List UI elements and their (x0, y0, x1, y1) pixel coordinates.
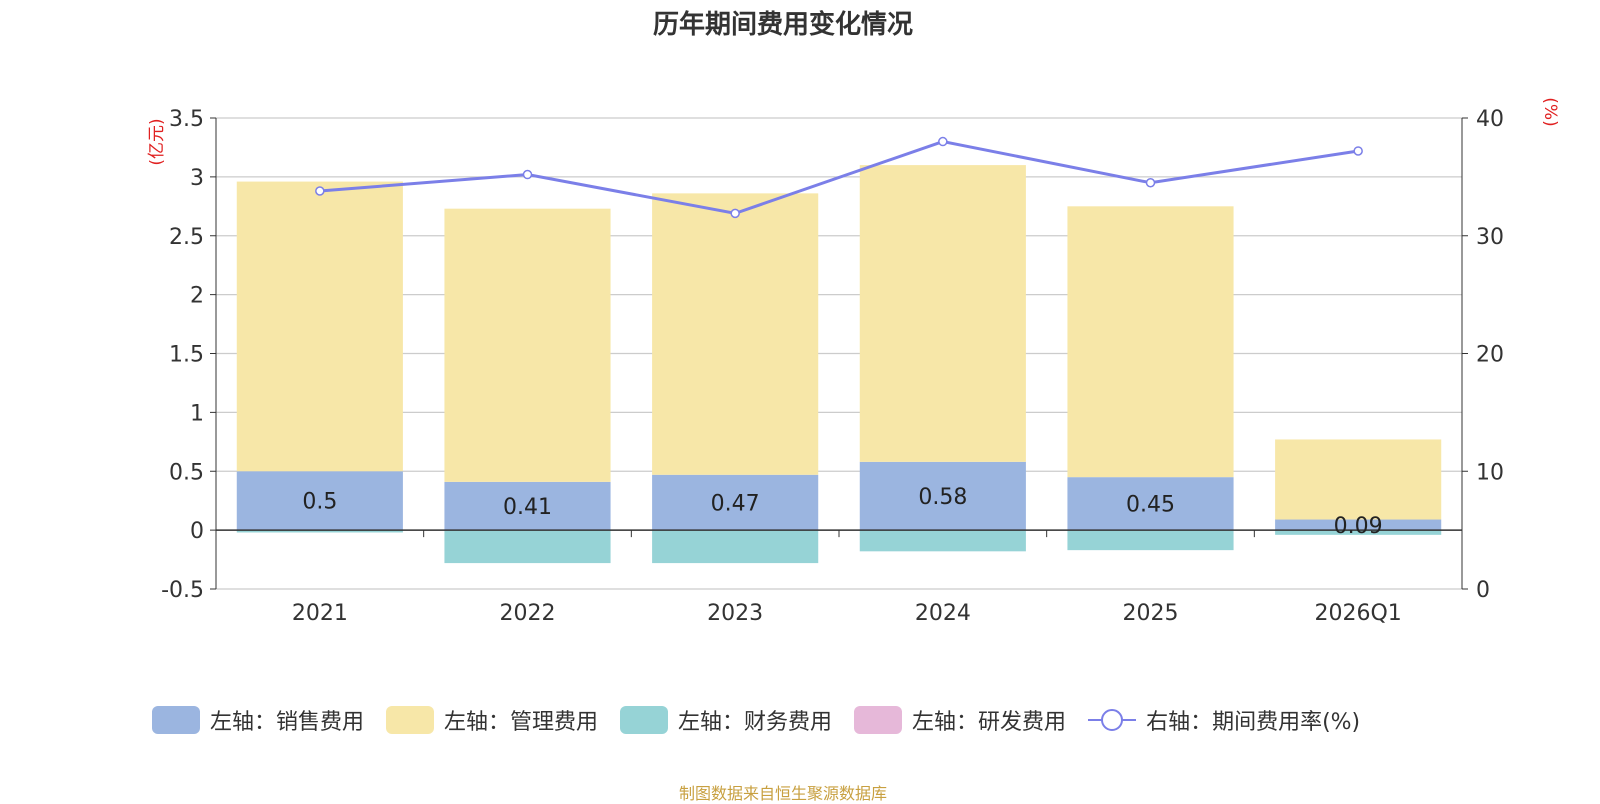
chart-title: 历年期间费用变化情况 (652, 10, 913, 40)
legend-swatch-sales (152, 706, 200, 734)
bar-2-2024 (859, 530, 1026, 552)
expense-rate-point (1353, 146, 1363, 156)
left-axis-unit: (亿元) (147, 118, 167, 165)
bar-1-2026Q1 (1275, 439, 1442, 520)
right-tick-label: 0 (1476, 578, 1490, 603)
legend-item-rnd[interactable]: 左轴：研发费用 (854, 704, 1066, 736)
legend-label-finance: 左轴：财务费用 (678, 710, 833, 735)
x-tick-label: 2022 (500, 601, 556, 626)
right-tick-label: 40 (1476, 107, 1504, 132)
bar-value-label: 0.41 (503, 495, 552, 520)
legend-label-expense-rate: 右轴：期间费用率(%) (1146, 710, 1361, 735)
bar-0-2026Q1 (1275, 519, 1442, 531)
left-tick-label: 1 (190, 401, 204, 426)
legend-line-icon (1088, 709, 1137, 731)
legend-label-admin: 左轴：管理费用 (444, 710, 599, 735)
right-tick-label: 10 (1476, 460, 1504, 485)
bar-1-2022 (444, 208, 611, 482)
bar-0-2022 (444, 481, 611, 531)
x-tick-label: 2023 (707, 601, 763, 626)
x-tick-label: 2021 (292, 601, 348, 626)
left-tick-label: 3 (190, 166, 204, 191)
bar-2-2022 (444, 530, 611, 564)
expense-rate-point (730, 208, 740, 219)
bar-0-2021 (236, 471, 403, 531)
expense-rate-point (315, 186, 325, 196)
data-source-note: 制图数据来自恒生聚源数据库 (678, 784, 887, 803)
x-tick-label: 2025 (1123, 601, 1179, 626)
bar-2-2021 (236, 530, 403, 533)
left-tick-label: -0.5 (161, 578, 204, 603)
x-tick-label: 2024 (915, 601, 971, 626)
left-tick-label: 3.5 (169, 107, 204, 132)
bar-value-label: 0.45 (1126, 493, 1175, 518)
expense-rate-point (522, 169, 533, 180)
legend-item-sales[interactable]: 左轴：销售费用 (152, 704, 364, 736)
right-tick-label: 30 (1476, 225, 1504, 250)
right-axis-unit: (%) (1540, 97, 1560, 126)
bar-2-2025 (1067, 530, 1234, 551)
bar-value-label: 0.47 (711, 491, 760, 516)
bar-2-2023 (652, 530, 819, 564)
legend-label-rnd: 左轴：研发费用 (912, 710, 1067, 735)
left-tick-label: 0.5 (169, 460, 204, 485)
legend-swatch-admin (386, 706, 435, 734)
expense-rate-point (1145, 178, 1156, 188)
bar-1-2021 (236, 181, 403, 472)
legend: 左轴：销售费用 左轴：管理费用 左轴：财务费用 左轴：研发费用 右轴：期间费用率… (152, 704, 1382, 736)
bar-1-2024 (859, 165, 1026, 462)
legend-item-admin[interactable]: 左轴：管理费用 (386, 704, 598, 736)
x-tick-label: 2026Q1 (1315, 601, 1402, 626)
legend-swatch-finance (620, 706, 669, 734)
bar-2-2026Q1 (1275, 530, 1442, 535)
left-tick-label: 2 (190, 284, 204, 309)
bar-1-2023 (652, 193, 819, 475)
bar-value-label: 0.5 (302, 490, 337, 515)
bar-value-label: 0.09 (1334, 514, 1383, 539)
left-tick-label: 0 (190, 519, 204, 544)
bar-1-2025 (1067, 206, 1234, 478)
bar-0-2023 (652, 474, 819, 531)
legend-swatch-rnd (854, 706, 903, 734)
bar-0-2024 (859, 461, 1026, 531)
legend-item-expense-rate[interactable]: 右轴：期间费用率(%) (1088, 704, 1360, 736)
expense-rate-line (319, 139, 1359, 215)
expense-rate-point (938, 136, 948, 147)
bar-value-label: 0.58 (918, 485, 967, 510)
left-tick-label: 2.5 (169, 225, 204, 250)
bar-0-2025 (1067, 477, 1234, 531)
right-tick-label: 20 (1476, 343, 1504, 368)
left-tick-label: 1.5 (169, 343, 204, 368)
legend-item-finance[interactable]: 左轴：财务费用 (620, 704, 832, 736)
legend-label-sales: 左轴：销售费用 (210, 710, 365, 735)
